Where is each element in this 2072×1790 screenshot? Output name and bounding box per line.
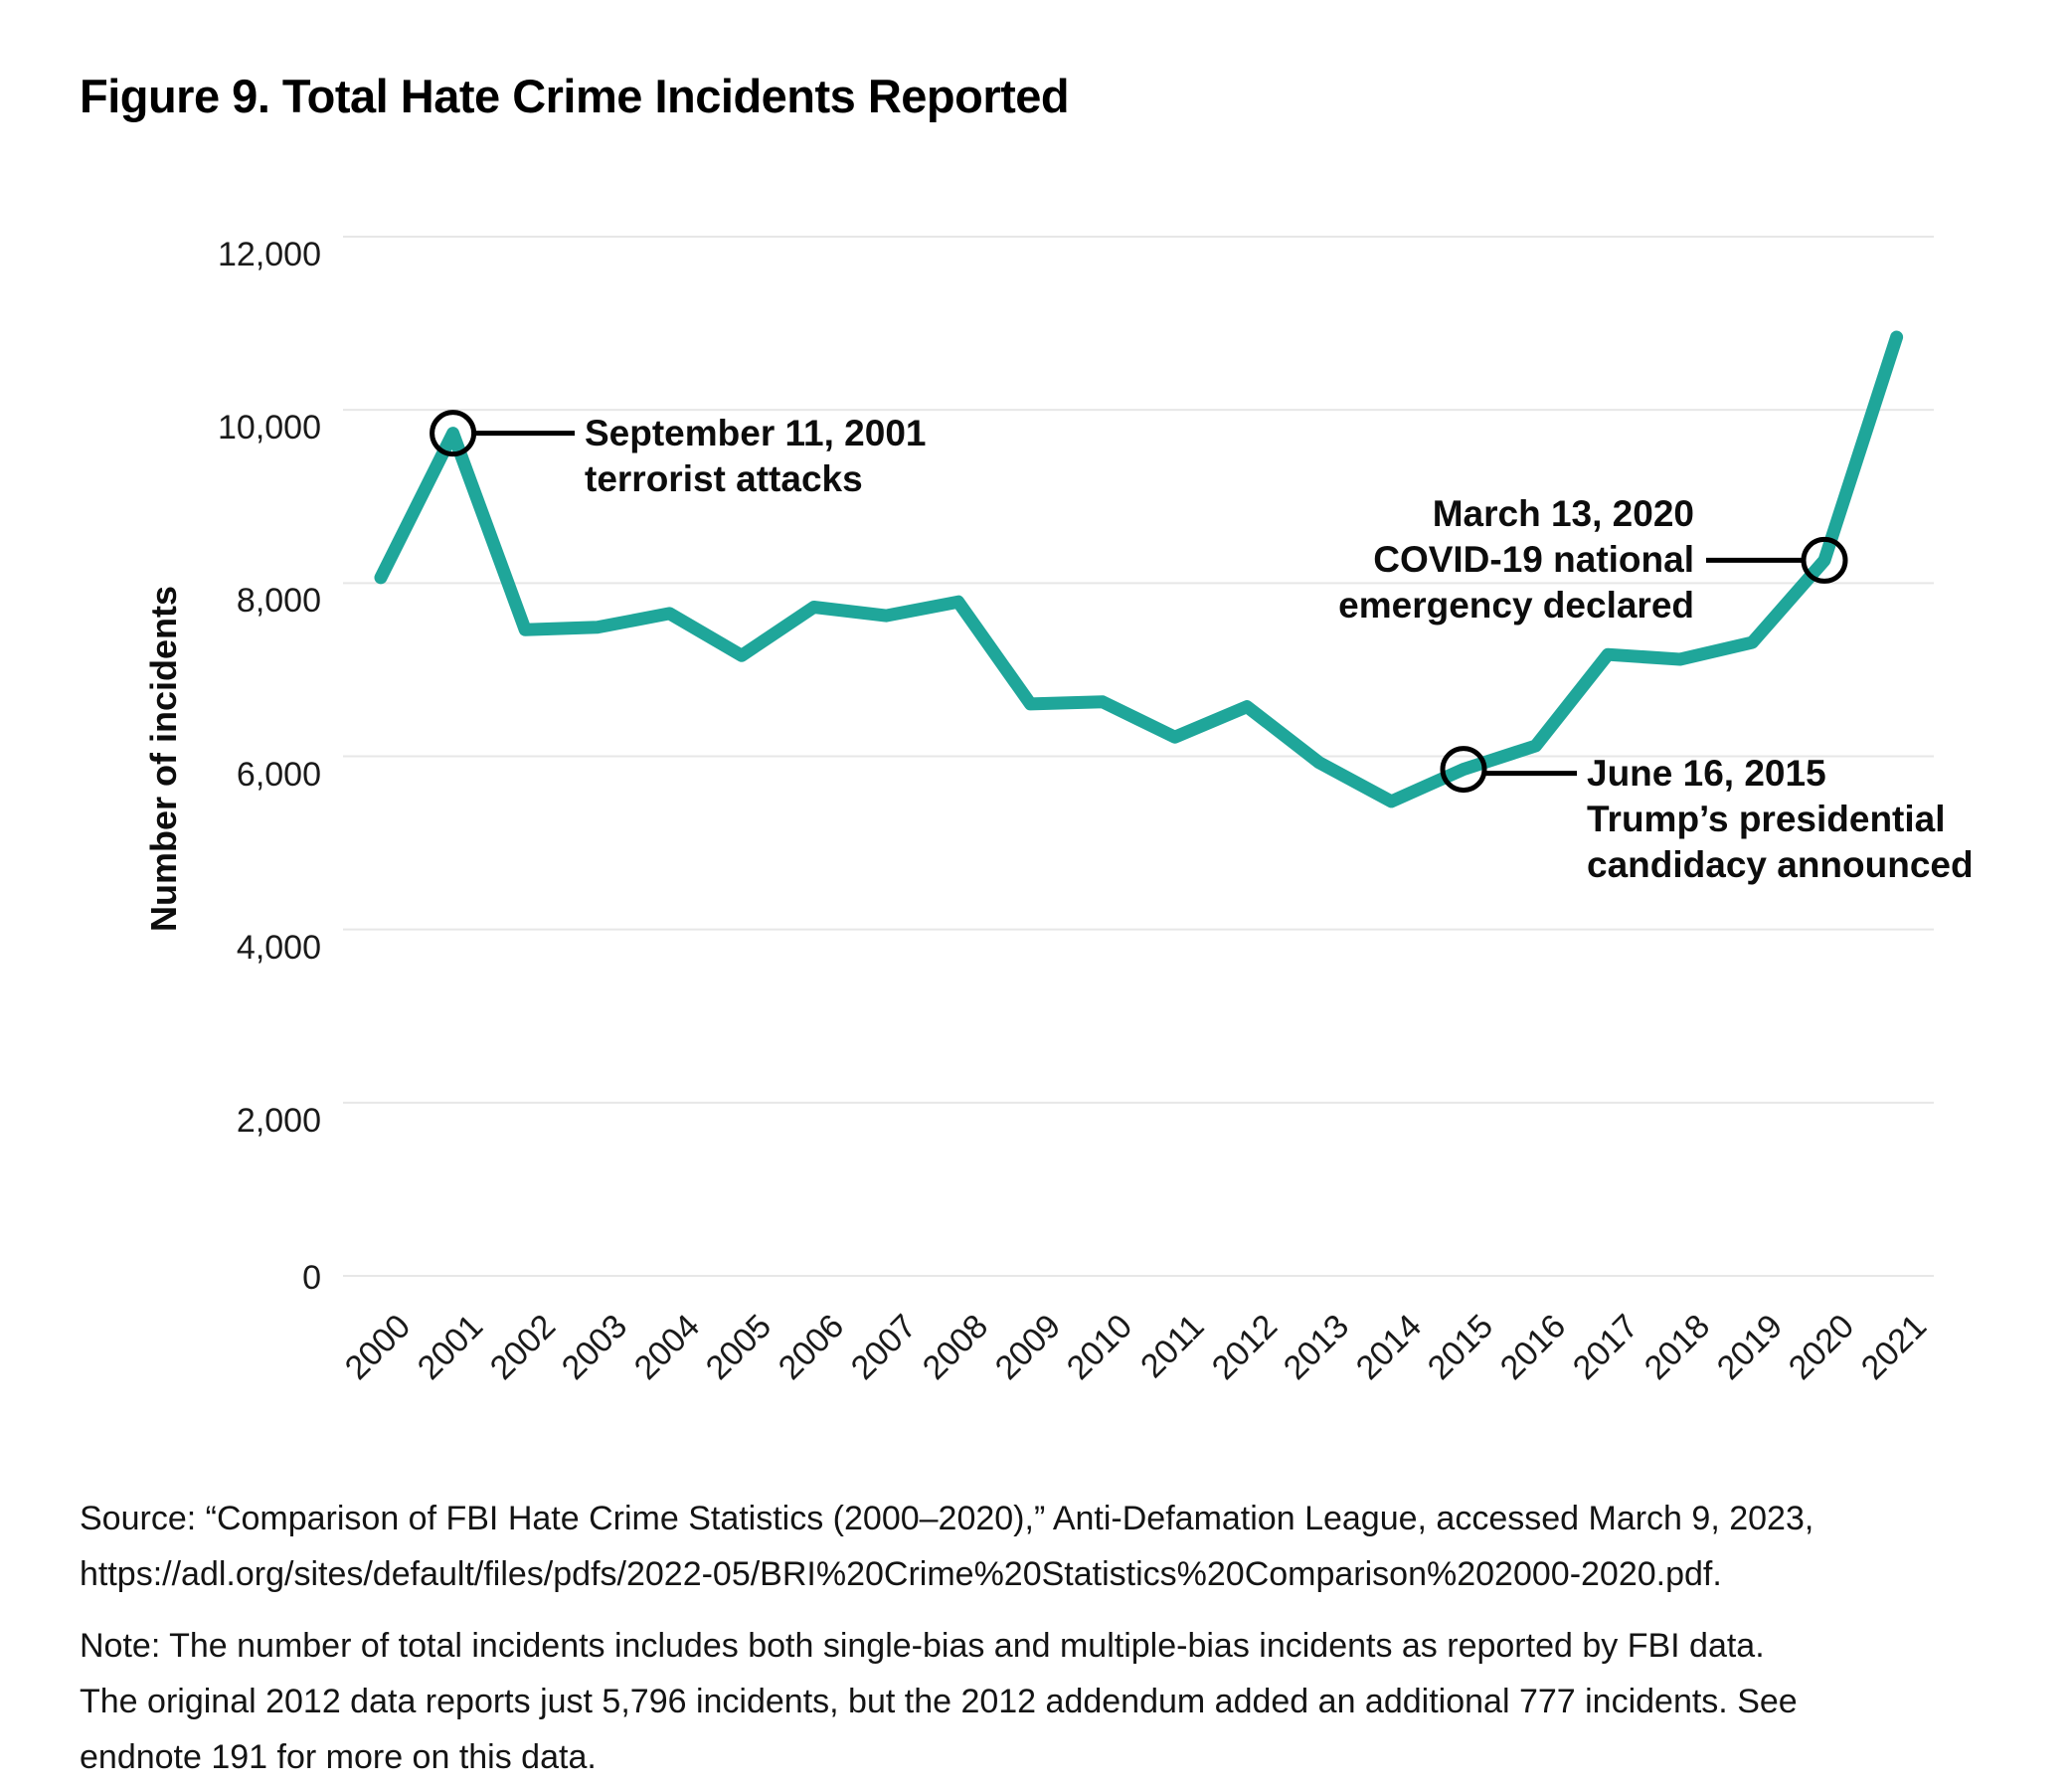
annotation-line: terrorist attacks (585, 457, 863, 499)
annotation-circle (1801, 536, 1848, 584)
annotation-line: June 16, 2015 (1587, 752, 1826, 794)
source-text: Source: “Comparison of FBI Hate Crime St… (80, 1491, 1813, 1602)
y-tick-label: 10,000 (218, 409, 321, 448)
note-line: endnote 191 for more on this data. (80, 1738, 597, 1776)
annotation-line: March 13, 2020 (1432, 493, 1694, 535)
annotation-line: candidacy announced (1587, 843, 1974, 885)
y-tick-label: 6,000 (236, 755, 321, 794)
annotation-sept11: September 11, 2001 terrorist attacks (585, 411, 927, 502)
source-line: https://adl.org/sites/default/files/pdfs… (80, 1555, 1722, 1593)
annotation-covid: March 13, 2020 COVID-19 national emergency… (1338, 491, 1694, 628)
annotation-circle (430, 410, 477, 457)
figure-title: Figure 9. Total Hate Crime Incidents Rep… (80, 70, 1070, 122)
note-text: Note: The number of total incidents incl… (80, 1618, 1798, 1785)
annotation-line: September 11, 2001 (585, 412, 927, 453)
note-line: The original 2012 data reports just 5,79… (80, 1683, 1798, 1720)
annotation-circle (1440, 746, 1487, 794)
annotation-line: Trump’s presidential (1587, 798, 1946, 839)
source-line: Source: “Comparison of FBI Hate Crime St… (80, 1500, 1814, 1537)
y-axis-title: Number of incidents (143, 585, 184, 933)
annotation-line: COVID-19 national (1373, 539, 1694, 581)
y-tick-label: 8,000 (236, 582, 321, 621)
y-tick-label: 12,000 (218, 236, 321, 273)
data-line (374, 330, 1904, 808)
y-tick-label: 0 (302, 1259, 321, 1297)
annotation-trump: June 16, 2015 Trump’s presidential candida… (1587, 751, 1974, 888)
y-tick-label: 4,000 (236, 928, 321, 967)
note-line: Note: The number of total incidents incl… (80, 1627, 1765, 1665)
annotation-line: emergency declared (1338, 585, 1694, 626)
y-tick-label: 2,000 (236, 1101, 321, 1140)
